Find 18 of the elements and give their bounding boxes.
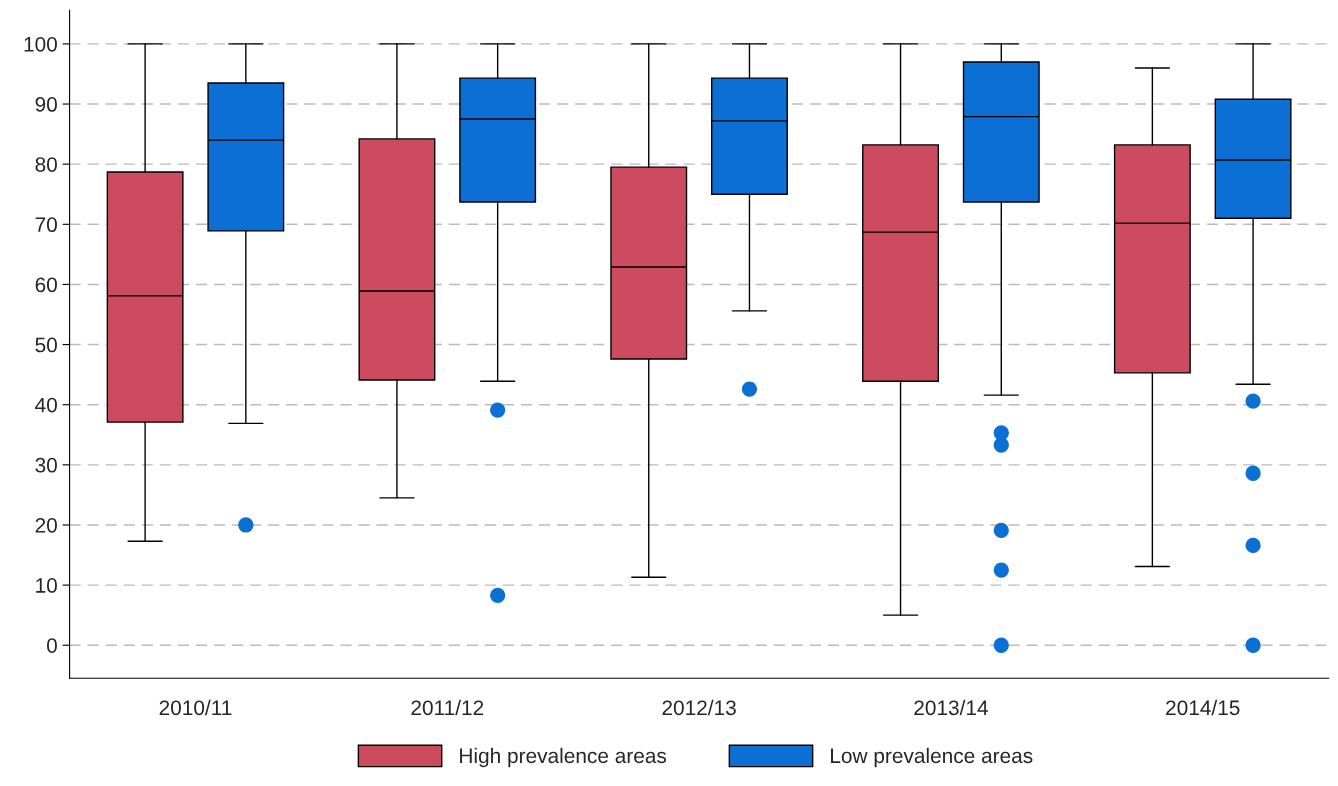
y-tick-label: 90 bbox=[35, 97, 57, 112]
y-tick-label: 40 bbox=[35, 397, 57, 413]
y-tick-label: 30 bbox=[35, 457, 57, 473]
x-tick-label: 2010/11 bbox=[159, 699, 232, 716]
y-tick-label: 80 bbox=[35, 157, 57, 172]
y-tick-label: 50 bbox=[35, 337, 57, 353]
y-tick-label: 100 bbox=[24, 36, 57, 52]
x-tick-label: 2012/13 bbox=[662, 699, 736, 716]
y-tick-label: 60 bbox=[35, 277, 57, 293]
y-tick-label: 0 bbox=[47, 638, 57, 653]
x-tick-label: 2014/15 bbox=[1166, 699, 1240, 716]
legend-label: Low prevalence areas bbox=[831, 747, 1033, 768]
y-tick-label: 10 bbox=[36, 578, 57, 593]
x-tick-label: 2011/12 bbox=[411, 699, 484, 716]
y-tick-label: 20 bbox=[35, 517, 57, 533]
y-tick-label: 70 bbox=[35, 217, 57, 233]
legend-label: High prevalence areas bbox=[460, 747, 667, 768]
x-tick-label: 2013/14 bbox=[914, 699, 988, 716]
